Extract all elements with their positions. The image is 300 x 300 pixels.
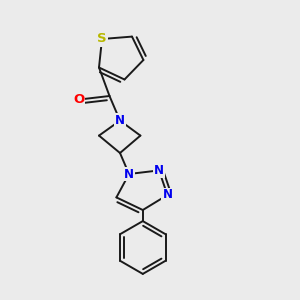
Text: S: S — [97, 32, 107, 46]
Text: N: N — [154, 164, 164, 177]
Text: N: N — [162, 188, 172, 202]
Text: N: N — [115, 114, 125, 127]
Text: N: N — [124, 167, 134, 181]
Text: O: O — [73, 93, 84, 106]
